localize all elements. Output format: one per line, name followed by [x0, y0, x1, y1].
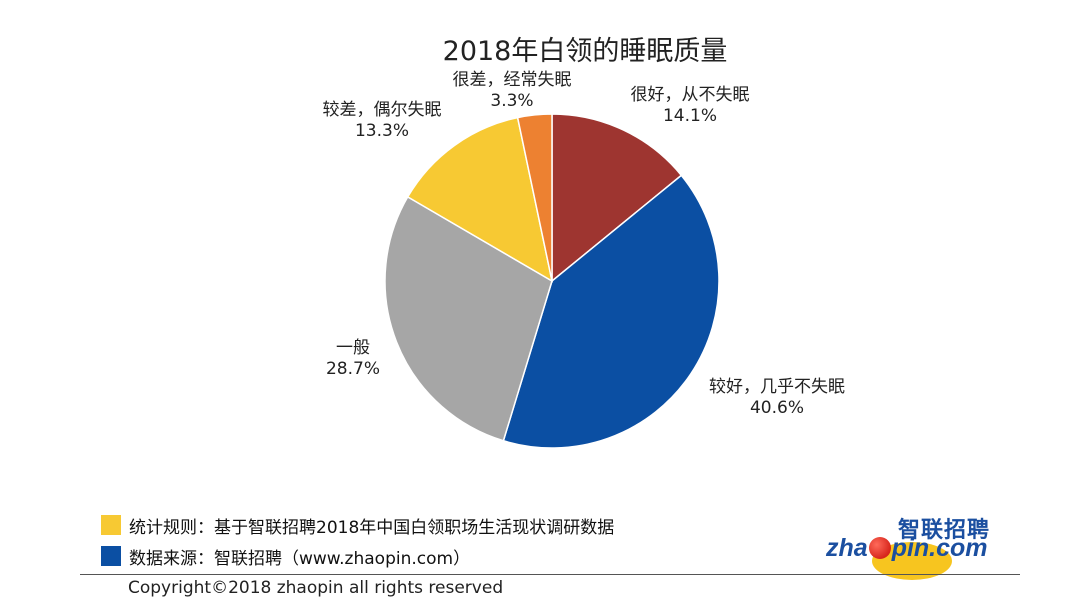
legend-swatch-blue: [101, 546, 121, 566]
slice-value-poor: 13.3%: [355, 121, 409, 141]
logo-ball-icon: [868, 537, 891, 559]
slice-label-very-poor: 很差，经常失眠: [453, 70, 572, 90]
logo-english-text: zha pin.com: [826, 534, 988, 563]
pie-slice-average: [384, 195, 553, 442]
pie-slices: [384, 113, 720, 449]
legend-row-rule: 统计规则：基于智联招聘2018年中国白领职场生活现状调研数据: [101, 512, 614, 538]
slice-label-good: 较好，几乎不失眠: [709, 377, 845, 397]
slice-value-very-good: 14.1%: [663, 106, 717, 126]
pie-slice-poor: [406, 116, 554, 283]
legend-text-rule: 统计规则：基于智联招聘2018年中国白领职场生活现状调研数据: [129, 517, 615, 538]
slice-value-average: 28.7%: [326, 359, 380, 379]
footer-divider: [80, 574, 1020, 575]
slice-label-average: 一般: [336, 338, 370, 358]
logo-chinese-text: 智联招聘: [897, 518, 990, 543]
legend-row-source: 数据来源：智联招聘（www.zhaopin.com）: [101, 543, 470, 569]
slice-label-very-good: 很好，从不失眠: [631, 85, 750, 105]
chart-title: 2018年白领的睡眠质量: [443, 36, 728, 67]
slice-label-poor: 较差，偶尔失眠: [323, 100, 442, 120]
copyright-text: Copyright©2018 zhaopin all rights reserv…: [128, 578, 504, 598]
slice-value-good: 40.6%: [750, 398, 804, 418]
pie-slice-very-poor: [516, 113, 553, 282]
logo-en-prefix: zha: [826, 534, 868, 562]
legend-text-source: 数据来源：智联招聘（www.zhaopin.com）: [129, 548, 471, 569]
logo-en-suffix: pin.com: [891, 534, 988, 562]
legend-swatch-yellow: [101, 515, 121, 535]
zhaopin-logo: 智联招聘 zha pin.com: [826, 512, 996, 580]
pie-slice-good: [502, 174, 720, 449]
slice-value-very-poor: 3.3%: [490, 91, 533, 111]
pie-slice-very-good: [551, 113, 683, 283]
